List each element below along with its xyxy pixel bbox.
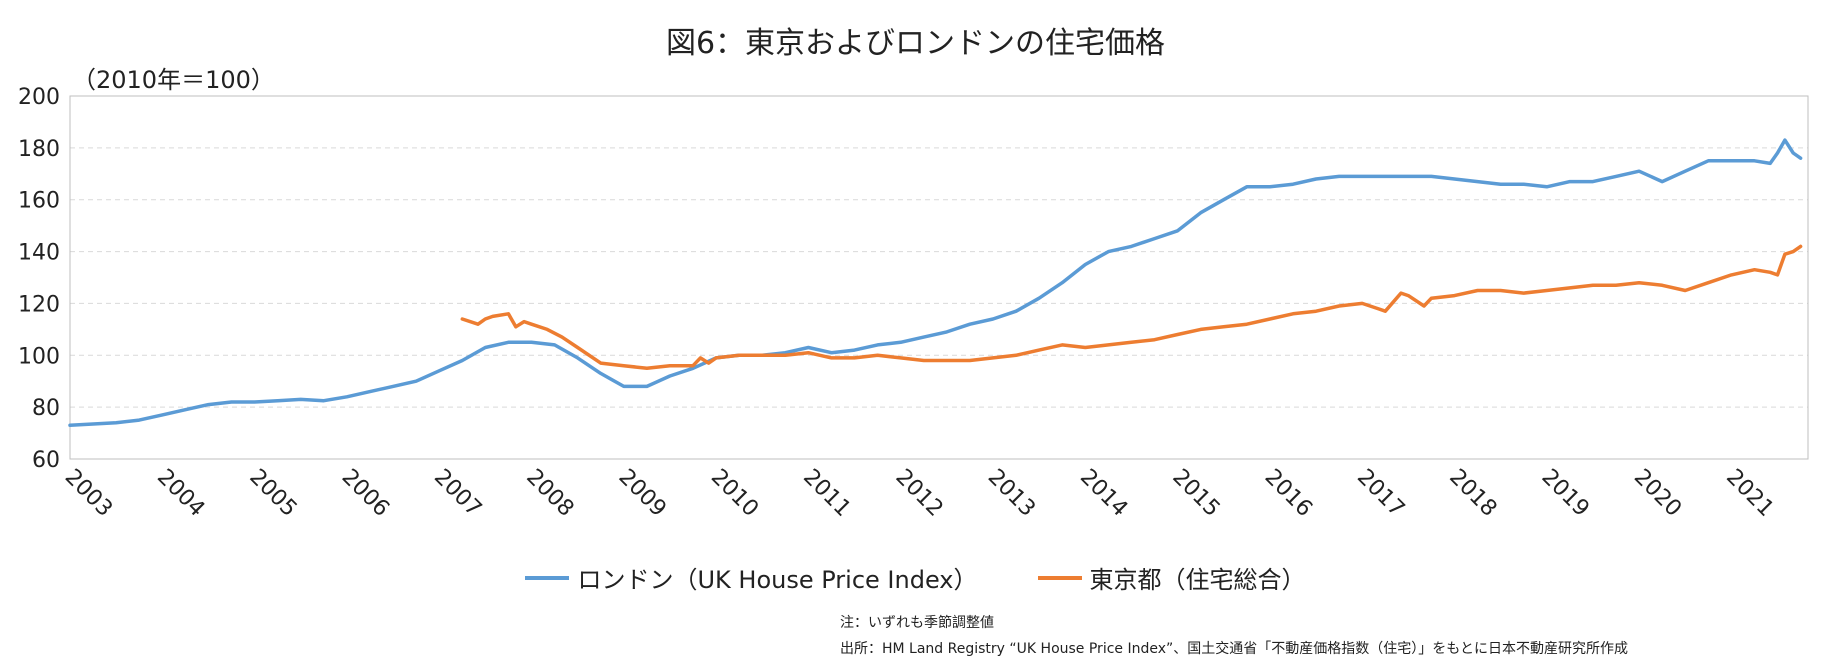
plot-area-border	[69, 95, 1809, 460]
line-chart: 60 80 100 120 140 160 180 200 2003 2004 2005 2006 20…	[18, 85, 1809, 522]
x-tick-label: 2009	[614, 465, 671, 522]
x-tick-label: 2021	[1721, 465, 1778, 522]
legend-item-tokyo: 東京都（住宅総合）	[1037, 560, 1306, 595]
x-tick-label: 2008	[521, 465, 578, 522]
series-line-london	[68, 138, 1803, 428]
legend-label-tokyo: 東京都（住宅総合）	[1089, 566, 1306, 594]
legend-item-london: ロンドン（UK House Price Index）	[525, 560, 978, 595]
y-tick-label: 80	[32, 396, 60, 421]
x-tick-label: 2006	[337, 465, 394, 522]
x-tick-label: 2018	[1444, 465, 1501, 522]
x-tick-label: 2015	[1167, 465, 1224, 522]
y-tick-label: 160	[18, 189, 60, 214]
note-text: 注：いずれも季節調整値	[840, 615, 994, 631]
x-tick-label: 2011	[798, 465, 855, 522]
x-tick-label: 2016	[1260, 465, 1317, 522]
footnotes: 注：いずれも季節調整値 出所：HM Land Registry “UK Hous…	[840, 610, 1628, 662]
legend-label-london: ロンドン（UK House Price Index）	[577, 566, 978, 594]
y-axis-unit-label: （2010年＝100）	[72, 66, 275, 94]
y-tick-label: 140	[18, 241, 60, 266]
y-tick-label: 120	[18, 292, 60, 317]
x-tick-label: 2019	[1537, 465, 1594, 522]
x-tick-label: 2004	[152, 465, 209, 522]
x-tick-label: 2012	[890, 465, 947, 522]
y-tick-label: 200	[18, 85, 60, 110]
y-tick-label: 100	[18, 344, 60, 369]
x-tick-label: 2014	[1075, 465, 1132, 522]
chart-title: 図6：東京およびロンドンの住宅価格	[665, 26, 1166, 61]
x-tick-label: 2007	[429, 465, 486, 522]
x-tick-label: 2010	[706, 465, 763, 522]
x-tick-label: 2017	[1352, 465, 1409, 522]
legend: ロンドン（UK House Price Index） 東京都（住宅総合）	[0, 560, 1831, 595]
x-tick-label: 2005	[244, 465, 301, 522]
x-tick-label: 2020	[1629, 465, 1686, 522]
x-tick-label: 2003	[60, 465, 117, 522]
y-tick-label: 180	[18, 137, 60, 162]
series-line-tokyo	[460, 244, 1803, 371]
source-text: 出所：HM Land Registry “UK House Price Inde…	[840, 641, 1628, 657]
x-tick-label: 2013	[983, 465, 1040, 522]
legend-swatch-tokyo	[1037, 575, 1082, 580]
legend-swatch-london	[525, 575, 570, 580]
y-tick-label: 60	[32, 448, 60, 473]
